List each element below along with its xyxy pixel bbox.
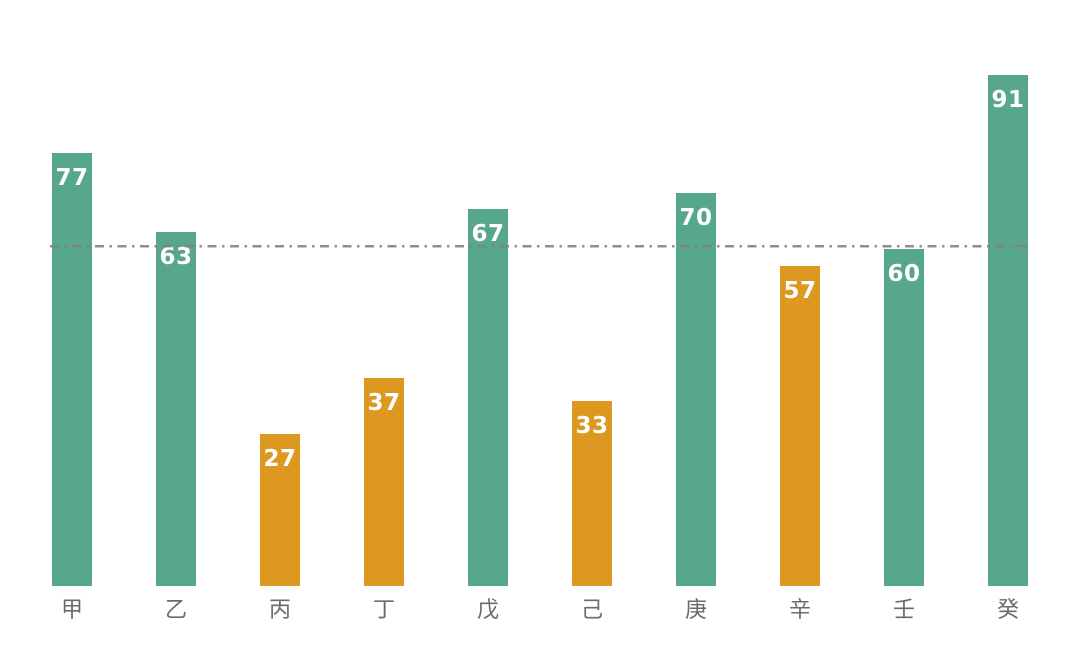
- bar-丙: 27: [260, 434, 300, 586]
- bar-value-label: 37: [367, 390, 401, 416]
- bar-乙: 63: [156, 232, 196, 586]
- bar-value-label: 27: [263, 446, 297, 472]
- bar-己: 33: [572, 401, 612, 586]
- bar-value-label: 33: [575, 413, 609, 439]
- bar-戊: 67: [468, 209, 508, 586]
- bar-value-label: 91: [991, 87, 1025, 113]
- bar-value-label: 67: [471, 221, 505, 247]
- bar-丁: 37: [364, 378, 404, 586]
- bar-甲: 77: [52, 153, 92, 586]
- bar-value-label: 63: [159, 244, 193, 270]
- bar-value-label: 57: [783, 278, 817, 304]
- bar-癸: 91: [988, 75, 1028, 586]
- bar-壬: 60: [884, 249, 924, 586]
- bar-value-label: 70: [679, 205, 713, 231]
- bar-value-label: 60: [887, 261, 921, 287]
- bar-庚: 70: [676, 193, 716, 586]
- bar-value-label: 77: [55, 165, 89, 191]
- bar-辛: 57: [780, 266, 820, 586]
